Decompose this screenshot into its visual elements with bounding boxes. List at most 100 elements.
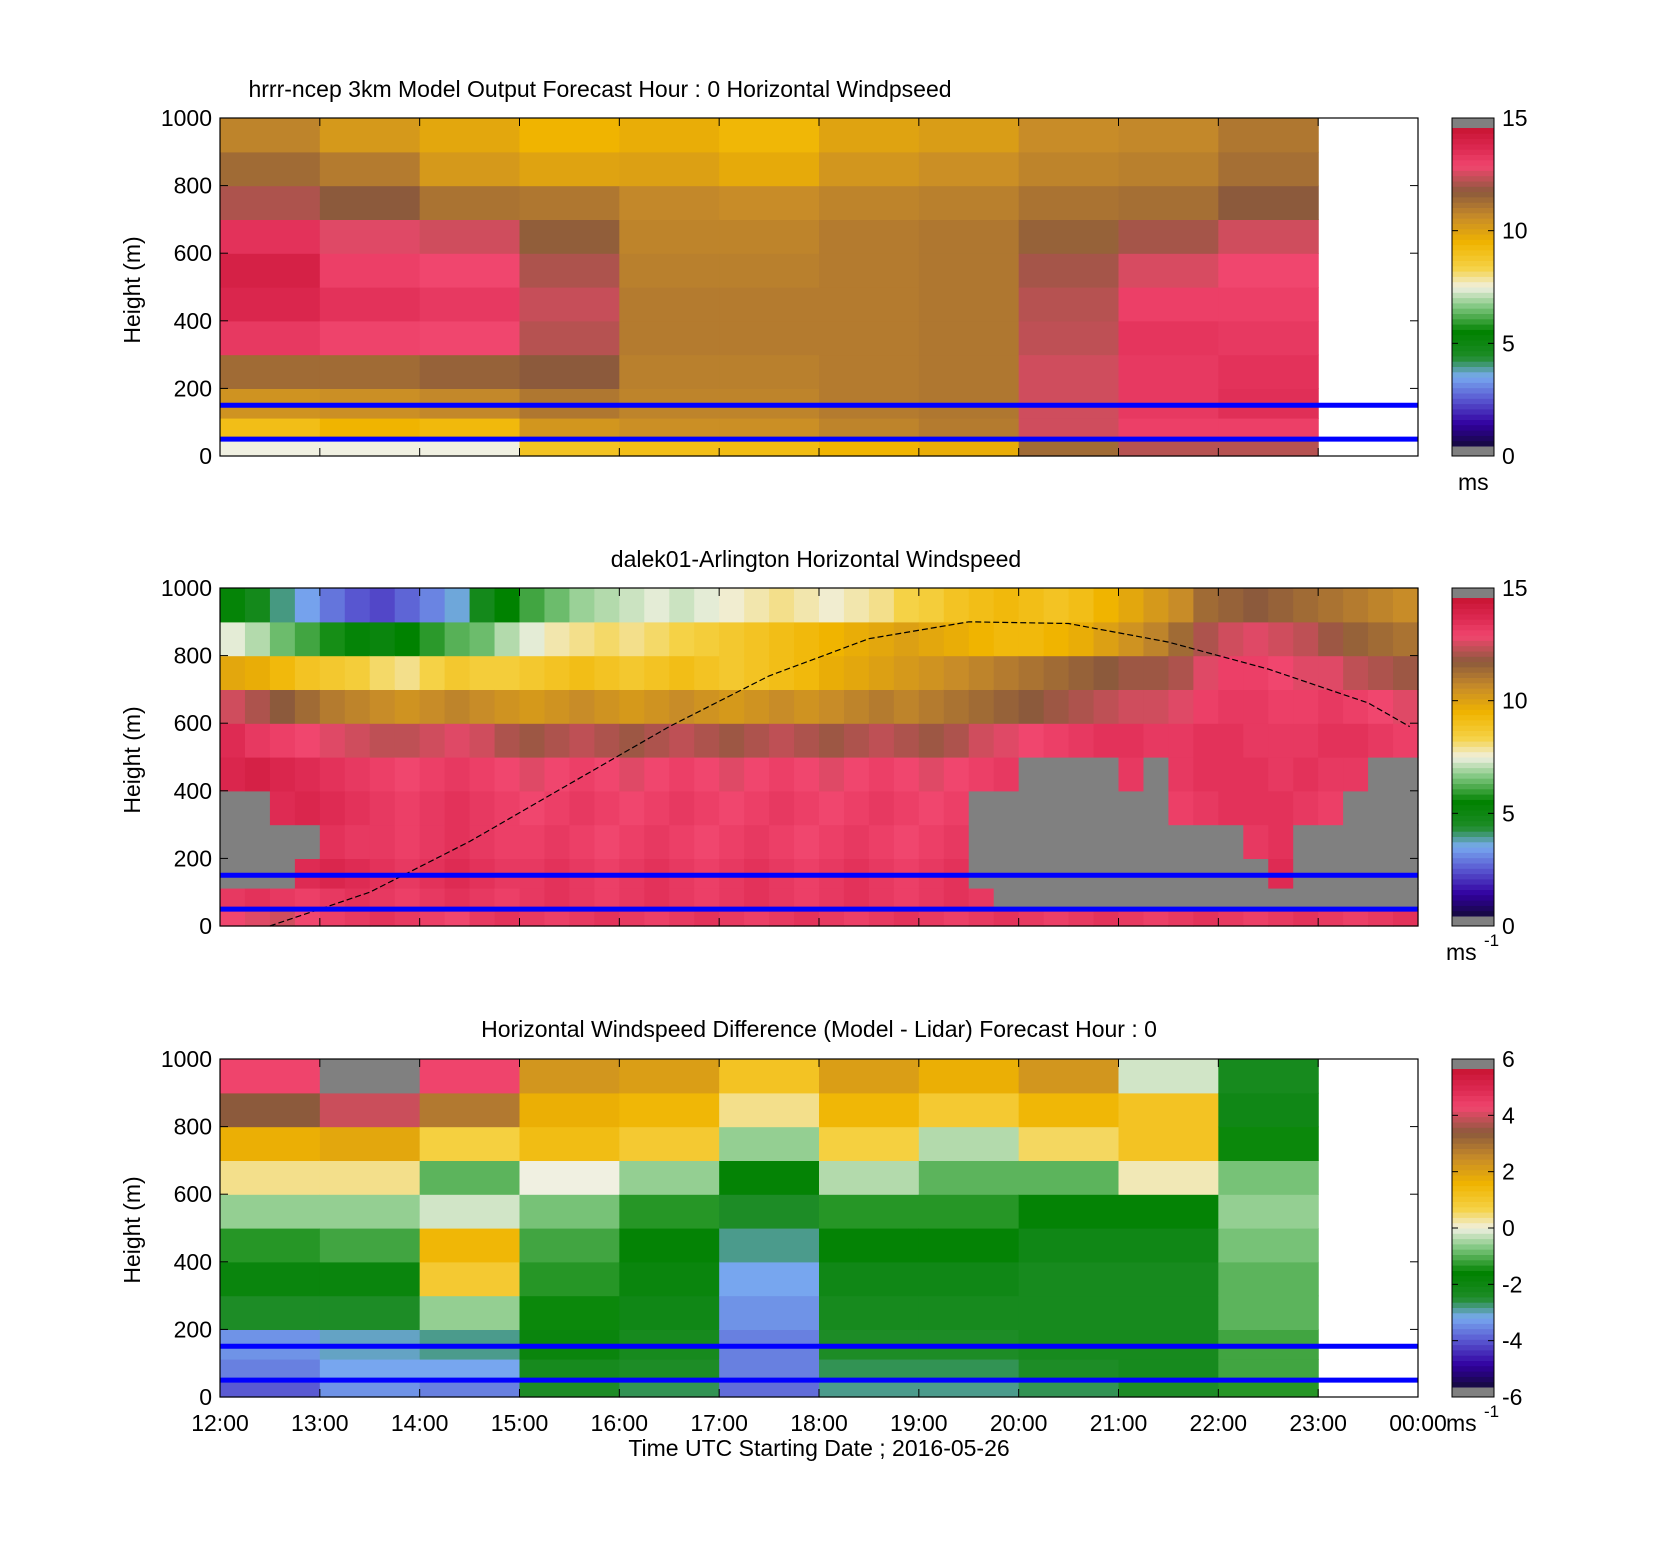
heatmap-cell: [619, 1380, 720, 1398]
heatmap-cell: [1043, 689, 1070, 724]
heatmap-cell: [619, 1059, 720, 1094]
colorbar: -6 -4 -2 0 2 4 6 ms -1: [1446, 1046, 1523, 1436]
heatmap-cell: [1168, 723, 1194, 758]
colorbar-step: [1452, 1137, 1494, 1144]
heatmap-cell: [819, 1358, 920, 1381]
heatmap-cell: [669, 588, 695, 623]
heatmap-cell: [269, 588, 296, 623]
colorbar-step: [1452, 677, 1494, 684]
colorbar-step: [1452, 181, 1494, 187]
colorbar-step: [1452, 1296, 1494, 1303]
colorbar-step: [1452, 645, 1494, 652]
heatmap-cell: [344, 909, 371, 927]
heatmap-cell: [868, 655, 895, 690]
heatmap-cell: [319, 354, 421, 389]
colorbar-step: [1452, 1180, 1494, 1187]
colorbar-step: [1452, 196, 1494, 203]
colorbar-step: [1452, 244, 1494, 251]
heatmap-cell: [1318, 723, 1344, 758]
heatmap-cell: [1168, 824, 1194, 859]
heatmap-cell: [1243, 689, 1269, 724]
heatmap-cell: [918, 287, 1020, 322]
colorbar-step: [1452, 1281, 1494, 1287]
heatmap-cell: [669, 909, 695, 927]
heatmap-cell: [719, 1194, 820, 1229]
heatmap-cell: [719, 1160, 820, 1195]
heatmap-cell: [1318, 887, 1344, 910]
colorbar-step: [1452, 440, 1494, 447]
heatmap-cell: [843, 723, 870, 758]
colorbar-tick-label: 15: [1502, 575, 1528, 601]
x-tick-label: 18:00: [790, 1410, 848, 1436]
heatmap-cell: [569, 588, 595, 623]
heatmap-cell: [918, 1059, 1020, 1094]
heatmap-cell: [993, 909, 1020, 927]
heatmap-cell: [1118, 790, 1145, 826]
heatmap-cell: [519, 588, 546, 623]
heatmap-cell: [1068, 621, 1095, 657]
heatmap-cell: [1168, 689, 1194, 724]
heatmap-cell: [769, 723, 795, 758]
heatmap-cell: [843, 689, 870, 724]
heatmap-cell: [319, 1194, 421, 1229]
heatmap-cell: [719, 655, 745, 690]
heatmap-cell: [719, 151, 820, 187]
heatmap-cell: [819, 621, 845, 657]
colorbar-tick-label: 6: [1502, 1046, 1515, 1072]
heatmap-cell: [744, 588, 770, 623]
colorbar-step: [1452, 836, 1494, 843]
y-tick-label: 200: [174, 1316, 212, 1342]
heatmap-cell: [719, 887, 745, 910]
heatmap-cell: [1268, 757, 1294, 792]
heatmap-cell: [1368, 757, 1394, 792]
heatmap-cell: [1018, 1194, 1120, 1229]
heatmap-cell: [1193, 909, 1219, 927]
heatmap-cell: [993, 621, 1020, 657]
colorbar-step: [1452, 414, 1494, 420]
heatmap-cell: [1068, 887, 1095, 910]
heatmap-cell: [794, 757, 820, 792]
heatmap-cell: [943, 824, 970, 859]
heatmap-cell: [1368, 824, 1394, 859]
heatmap-cell: [319, 909, 346, 927]
heatmap-cell: [1218, 354, 1319, 389]
colorbar-step: [1452, 778, 1494, 784]
heatmap-cell: [1018, 320, 1120, 356]
heatmap-cell: [819, 655, 845, 690]
heatmap-cell: [1168, 621, 1194, 657]
heatmap-cell: [220, 588, 246, 623]
heatmap-cell: [819, 887, 845, 910]
colorbar-step: [1452, 408, 1494, 415]
heatmap-cell: [519, 354, 620, 389]
heatmap-cell: [619, 887, 645, 910]
heatmap-cell: [1393, 790, 1419, 826]
heatmap-cell: [1143, 824, 1170, 859]
heatmap-cell: [819, 354, 920, 389]
y-tick-label: 1000: [161, 1046, 212, 1072]
colorbar-tick-label: -4: [1502, 1328, 1523, 1354]
colorbar-step: [1452, 308, 1494, 314]
heatmap-cell: [794, 887, 820, 910]
colorbar-step: [1452, 794, 1494, 800]
heatmap-cell: [1293, 909, 1319, 927]
heatmap-cell: [1218, 1295, 1319, 1330]
heatmap-cell: [1143, 790, 1170, 826]
heatmap-cell: [244, 757, 271, 792]
colorbar-step: [1452, 1196, 1494, 1202]
heatmap-cell: [519, 1261, 620, 1297]
heatmap-cell: [569, 824, 595, 859]
colorbar-step: [1452, 1360, 1494, 1367]
heatmap-cell: [1143, 588, 1170, 623]
heatmap-cell: [918, 655, 945, 690]
colorbar-step: [1452, 1122, 1494, 1128]
colorbar-step: [1452, 292, 1494, 299]
heatmap-cell: [220, 723, 246, 758]
y-tick-label: 800: [174, 173, 212, 199]
heatmap-cell: [1293, 887, 1319, 910]
colorbar-tick-label: 15: [1502, 105, 1528, 131]
heatmap-cell: [1043, 909, 1070, 927]
heatmap-cell: [843, 757, 870, 792]
x-tick-label: 12:00: [191, 1410, 249, 1436]
y-tick-label: 600: [174, 1181, 212, 1207]
colorbar-step: [1452, 825, 1494, 832]
